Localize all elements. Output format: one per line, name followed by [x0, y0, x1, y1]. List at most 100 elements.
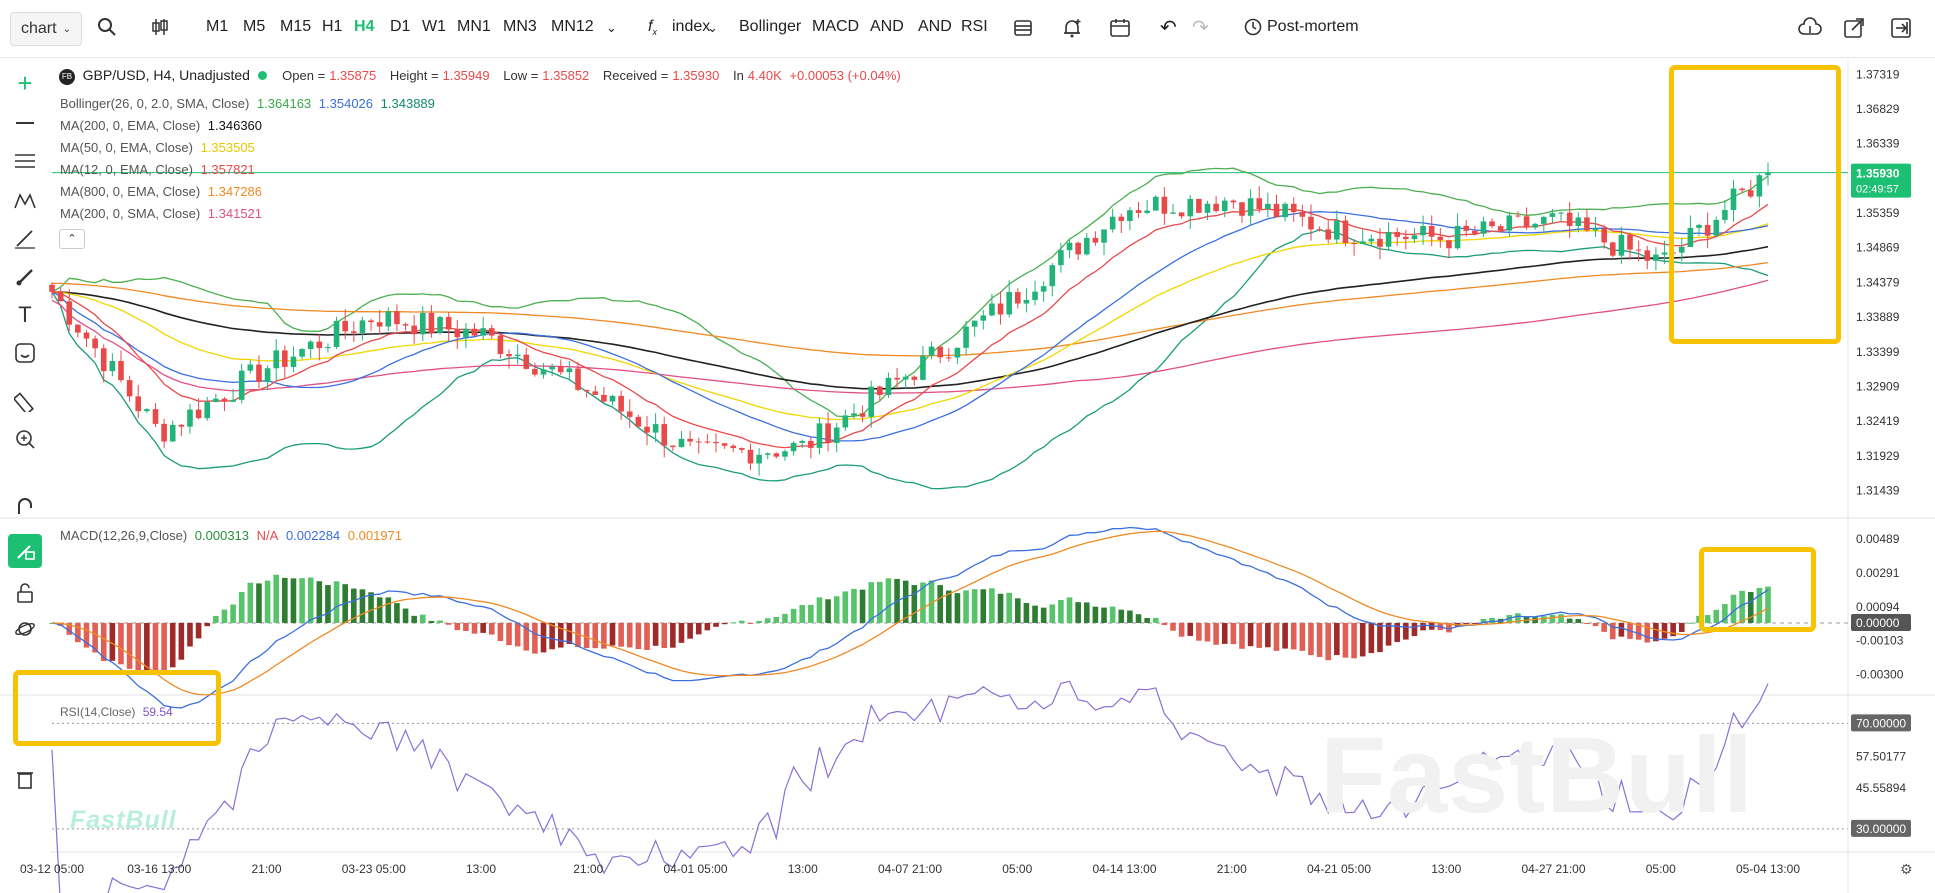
candle-body — [1756, 175, 1763, 197]
candle-body — [264, 368, 271, 383]
macd-histogram-bar — [100, 622, 107, 661]
candle-body — [290, 356, 297, 367]
timeframe-mn3[interactable]: MN3 — [503, 18, 537, 35]
chart-select-label: chart — [21, 20, 57, 37]
candle-body — [885, 377, 892, 396]
time-axis-label: 13:00 — [1431, 862, 1461, 876]
text-tool-icon[interactable]: T — [18, 302, 32, 327]
macd-histogram-bar — [1515, 613, 1521, 623]
timeframe-w1[interactable]: W1 — [422, 18, 446, 35]
price-axis-label: 1.36829 — [1856, 102, 1900, 116]
bollinger-legend[interactable]: Bollinger(26, 0, 2.0, SMA, Close) 1.3641… — [60, 96, 439, 111]
candle-body — [1730, 188, 1737, 210]
macd-legend[interactable]: MACD(12,26,9,Close) 0.000313 N/A 0.00228… — [60, 528, 406, 543]
macd-histogram-bar — [678, 622, 685, 643]
alert-bell-icon[interactable] — [1061, 17, 1083, 44]
macd-histogram-bar — [488, 622, 495, 635]
pattern-icon[interactable] — [12, 188, 38, 214]
macd-histogram-bar — [902, 580, 909, 623]
redo-icon[interactable]: ↷ — [1192, 17, 1209, 39]
ma3-legend[interactable]: MA(12, 0, EMA, Close) 1.357821 — [60, 162, 259, 177]
zoom-in-icon[interactable] — [12, 426, 38, 452]
macd-histogram-bar — [704, 622, 711, 631]
planet-icon[interactable] — [12, 616, 38, 642]
timeframe-d1[interactable]: D1 — [390, 18, 411, 35]
ma1-legend[interactable]: MA(200, 0, EMA, Close) 1.346360 — [60, 118, 266, 133]
market-open-dot — [257, 71, 267, 80]
candle-body — [1549, 213, 1556, 217]
crosshair-icon[interactable]: + — [17, 67, 33, 98]
timeframe-h4[interactable]: H4 — [354, 18, 375, 35]
emoji-icon[interactable] — [12, 340, 38, 366]
macd-histogram-bar — [989, 588, 995, 623]
search-icon[interactable] — [97, 17, 117, 42]
undo-icon[interactable]: ↶ — [1160, 17, 1177, 39]
share-icon[interactable] — [1843, 17, 1865, 44]
ruler-icon[interactable] — [12, 388, 38, 414]
ma2-legend[interactable]: MA(50, 0, EMA, Close) 1.353505 — [60, 140, 259, 155]
candle-type-icon[interactable] — [150, 17, 170, 42]
candle-body — [161, 423, 167, 442]
chart-type-select[interactable]: chart ⌄ — [10, 12, 82, 46]
parallel-lines-icon[interactable] — [12, 148, 38, 174]
timeframe-m15[interactable]: M15 — [280, 18, 312, 35]
rsi-legend[interactable]: RSI(14,Close) 59.54 — [60, 705, 177, 719]
candle-body — [109, 361, 116, 372]
macd-histogram-bar — [920, 582, 926, 623]
cloud-icon[interactable] — [1798, 17, 1822, 44]
indicator-rsi[interactable]: RSI — [961, 18, 988, 35]
pen-icon[interactable] — [12, 226, 38, 252]
index-menu[interactable]: index — [672, 18, 711, 35]
post-mortem-icon[interactable] — [1243, 17, 1263, 42]
macd-histogram-bar — [730, 622, 737, 624]
collapse-legend-button[interactable]: ⌃ — [59, 229, 85, 249]
rsi-axis-label: 45.55894 — [1856, 781, 1906, 795]
indicator-and-1[interactable]: AND — [870, 18, 904, 35]
lock-drawing-icon[interactable] — [8, 534, 42, 568]
exit-icon[interactable] — [1890, 17, 1912, 44]
macd-histogram-bar — [1204, 622, 1211, 642]
candle-body — [454, 329, 461, 338]
macd-histogram-bar — [790, 608, 797, 623]
trash-icon[interactable] — [12, 766, 38, 792]
candle-body — [437, 316, 443, 333]
chevron-down-icon[interactable]: ⌄ — [707, 20, 718, 35]
unlock-icon[interactable] — [12, 580, 38, 606]
timeframe-m5[interactable]: M5 — [243, 18, 266, 35]
ma3-value: 1.357821 — [200, 162, 255, 177]
macd-histogram-bar — [1601, 622, 1607, 632]
post-mortem-button[interactable]: Post-mortem — [1267, 18, 1359, 35]
ma4-legend[interactable]: MA(800, 0, EMA, Close) 1.347286 — [60, 184, 266, 199]
timeframe-mn1[interactable]: MN1 — [457, 18, 491, 35]
macd-histogram-bar — [454, 622, 461, 631]
macd-histogram-bar — [1058, 600, 1064, 623]
timeframe-h1[interactable]: H1 — [322, 18, 343, 35]
layout-icon[interactable] — [1013, 18, 1033, 43]
candle-body — [842, 415, 849, 428]
magnet-icon[interactable] — [12, 494, 38, 520]
candle-body — [1334, 220, 1340, 240]
chevron-down-icon[interactable]: ⌄ — [606, 20, 617, 35]
macd-histogram-bar — [1540, 616, 1547, 623]
indicator-and-2[interactable]: AND — [918, 18, 952, 35]
time-axis-label: 03-12 05:00 — [20, 862, 84, 876]
time-axis[interactable]: 03-12 05:00 03-16 13:00 21:00 03-23 05:00 13… — [20, 862, 1913, 878]
ma5-legend[interactable]: MA(200, 0, SMA, Close) 1.341521 — [60, 206, 266, 221]
brush-icon[interactable] — [12, 264, 38, 290]
function-icon[interactable]: fx — [648, 18, 657, 38]
macd-axis-label: -0.00103 — [1856, 634, 1904, 648]
macd-histogram-bar — [411, 615, 417, 623]
price-axis[interactable]: 1.373191.368291.363391.358491.353591.348… — [1851, 67, 1911, 497]
timeframe-mn12[interactable]: MN12 — [551, 18, 594, 35]
macd-histogram-bar — [1713, 609, 1720, 623]
ma2-label: MA(50, 0, EMA, Close) — [60, 140, 193, 155]
macd-histogram-bar — [1385, 622, 1392, 646]
line-tool-icon[interactable] — [12, 110, 38, 136]
timeframe-m1[interactable]: M1 — [206, 18, 229, 35]
calendar-icon[interactable] — [1109, 17, 1131, 44]
macd-histogram-bar — [859, 589, 866, 623]
indicator-macd[interactable]: MACD — [812, 18, 860, 35]
indicator-bollinger[interactable]: Bollinger — [739, 18, 802, 35]
candle-body — [609, 395, 616, 402]
